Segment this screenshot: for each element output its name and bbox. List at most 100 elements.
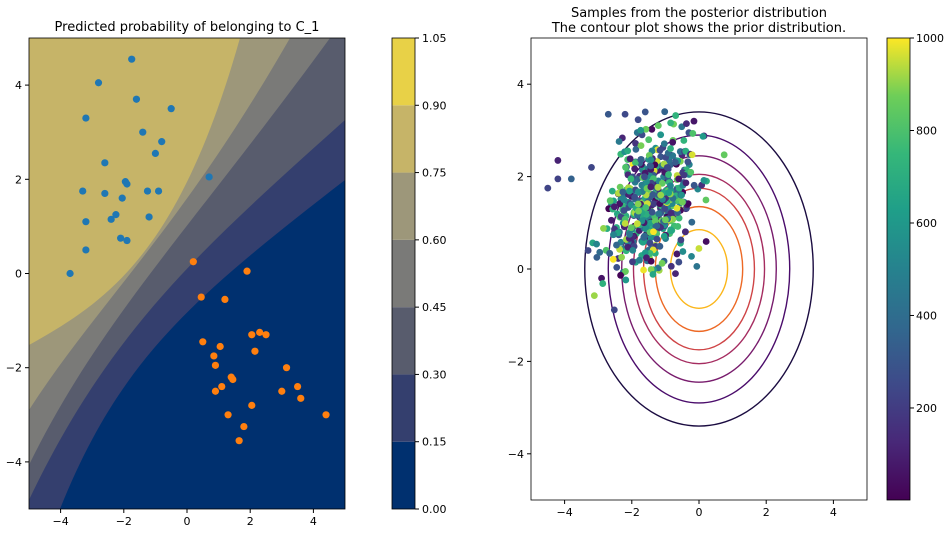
posterior-sample-point (684, 158, 692, 166)
posterior-sample-point (606, 249, 614, 257)
posterior-sample-point (700, 176, 708, 184)
right-chart-title: Samples from the posterior distribution (571, 6, 827, 21)
posterior-sample-point (632, 145, 640, 153)
scatter-point-class-0 (132, 95, 141, 103)
posterior-sample-point (621, 220, 629, 227)
prior-contour-line (632, 173, 766, 365)
posterior-sample-point (567, 175, 575, 183)
colorbar-tick-label: 0.00 (422, 503, 447, 516)
posterior-sample-point (624, 147, 632, 155)
scatter-point-class-0 (82, 114, 90, 122)
scatter-point-class-1 (282, 364, 291, 372)
right-y-tick: 0 (517, 263, 531, 276)
posterior-sample-point (613, 241, 620, 249)
posterior-sample-point (720, 151, 728, 159)
left-x-tick: −4 (52, 509, 69, 528)
posterior-sample-point (620, 196, 628, 204)
posterior-sample-point (617, 271, 625, 279)
posterior-samples (544, 108, 728, 314)
right-x-tick: 0 (696, 500, 703, 519)
scatter-point-class-1 (210, 352, 218, 360)
posterior-sample-point (608, 187, 616, 195)
scatter-point-class-0 (143, 187, 152, 195)
posterior-sample-point (599, 280, 607, 287)
posterior-sample-point (593, 253, 601, 261)
posterior-sample-point (660, 232, 668, 240)
posterior-sample-point (626, 230, 633, 238)
posterior-sample-point (642, 204, 650, 212)
scatter-point-class-1 (218, 382, 226, 391)
posterior-sample-point (635, 207, 642, 215)
scatter-point-class-0 (118, 194, 126, 202)
posterior-sample-point (640, 233, 648, 241)
left-contour-fill (29, 38, 345, 509)
posterior-sample-point (554, 175, 562, 183)
left-x-tick: 0 (184, 509, 191, 528)
posterior-sample-point (624, 243, 632, 251)
posterior-sample-point (688, 151, 696, 159)
left-scatter-points (66, 55, 330, 445)
posterior-sample-point (658, 179, 666, 187)
left-y-tick-label: 0 (15, 268, 22, 281)
left-x-tick: 4 (310, 509, 317, 528)
posterior-sample-point (641, 108, 649, 116)
posterior-sample-point (613, 263, 621, 271)
right-colorbar: 200 400 600 800 1000 (886, 32, 944, 501)
left-x-tick: −2 (116, 509, 132, 528)
scatter-point-class-0 (128, 55, 136, 63)
posterior-sample-point (607, 216, 615, 224)
scatter-point-class-1 (224, 411, 232, 419)
posterior-sample-point (642, 125, 650, 133)
posterior-sample-point (604, 110, 612, 118)
scatter-point-class-0 (82, 246, 90, 254)
left-colorbar-ticks: 0.00 0.15 0.30 0.45 0.60 0.75 0.90 1.05 (415, 32, 447, 516)
left-chart-title: Predicted probability of belonging to C_… (55, 20, 320, 35)
posterior-sample-point (645, 136, 653, 144)
posterior-sample-point (678, 191, 685, 199)
posterior-sample-point (631, 159, 639, 166)
posterior-sample-point (649, 270, 657, 278)
posterior-sample-point (690, 117, 698, 125)
posterior-sample-point (702, 196, 710, 204)
scatter-point-class-0 (154, 187, 163, 195)
posterior-sample-point (622, 163, 629, 171)
left-colorbar-bands (392, 38, 415, 509)
posterior-sample-point (627, 175, 635, 183)
posterior-sample-point (673, 250, 681, 258)
scatter-point-class-0 (167, 105, 175, 113)
posterior-sample-point (629, 246, 637, 254)
scatter-point-class-0 (139, 128, 147, 136)
posterior-sample-point (637, 156, 645, 163)
left-x-tick-label: −2 (116, 515, 132, 528)
left-y-tick: −2 (6, 362, 29, 375)
posterior-sample-point (637, 126, 645, 134)
right-y-tick: 4 (517, 78, 531, 91)
posterior-sample-point (654, 122, 662, 130)
posterior-sample-point (626, 187, 633, 195)
colorbar-band (392, 441, 415, 509)
posterior-sample-point (673, 204, 681, 212)
scatter-point-class-0 (82, 218, 90, 226)
posterior-sample-point (677, 236, 685, 244)
posterior-sample-point (680, 137, 688, 144)
scatter-point-class-0 (158, 138, 166, 146)
scatter-point-class-0 (151, 149, 159, 157)
posterior-sample-point (621, 110, 629, 118)
left-x-tick: 2 (247, 509, 254, 528)
scatter-point-class-1 (211, 387, 220, 395)
posterior-sample-point (654, 183, 662, 191)
scatter-point-class-0 (101, 159, 109, 167)
scatter-point-class-1 (197, 293, 205, 301)
posterior-sample-point (631, 165, 639, 173)
right-y-axis: −4 −2 0 2 4 (508, 78, 531, 461)
colorbar-tick-label: 0.30 (422, 368, 447, 381)
posterior-sample-point (702, 238, 710, 245)
scatter-point-class-1 (297, 394, 305, 402)
posterior-sample-point (634, 189, 642, 196)
right-chart: Samples from the posterior distribution … (508, 6, 868, 519)
posterior-sample-point (634, 200, 642, 208)
posterior-sample-point (593, 240, 600, 248)
posterior-sample-point (632, 140, 639, 147)
posterior-sample-point (590, 292, 598, 300)
posterior-sample-point (615, 138, 623, 145)
